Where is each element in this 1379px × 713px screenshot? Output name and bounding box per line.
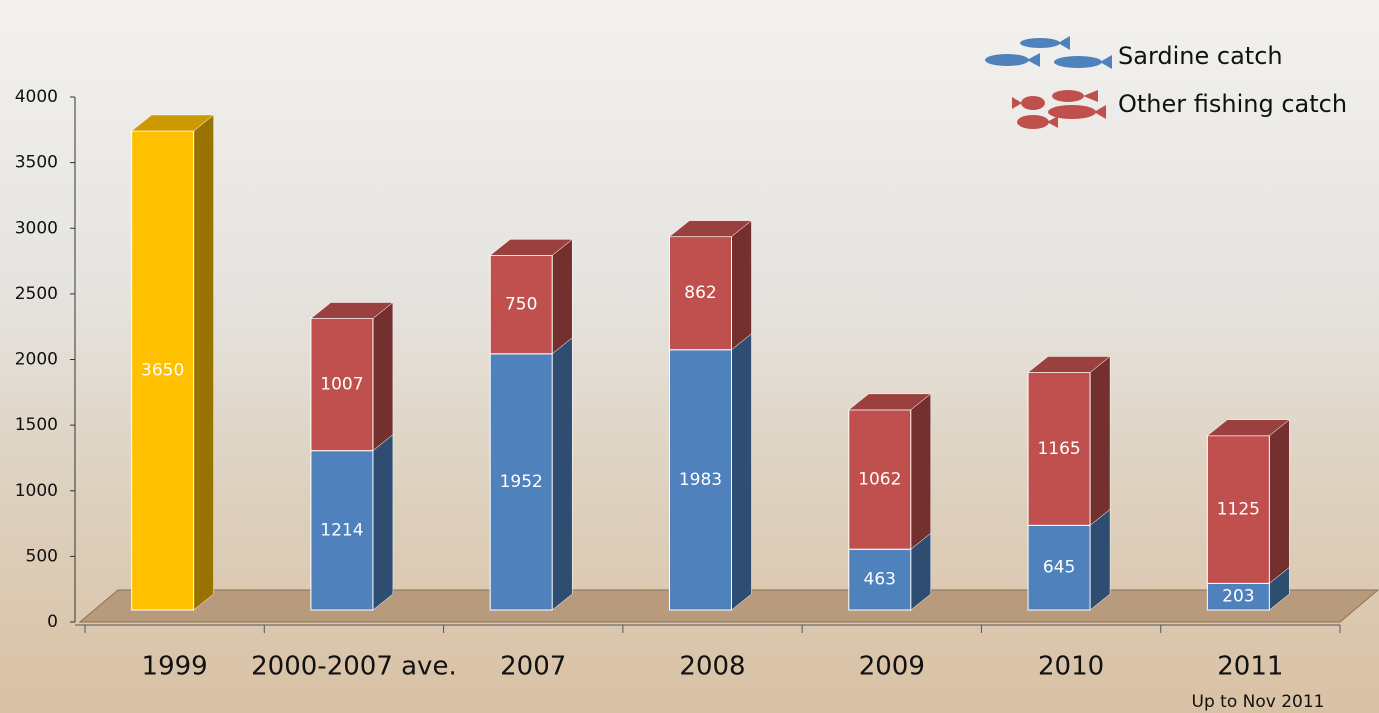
x-tick-label: 1999 [142,652,208,682]
value-label: 1125 [1217,500,1260,520]
value-label: 1007 [320,375,363,395]
bar-side [193,114,214,611]
legend-label: Other fishing catch [1118,90,1347,118]
bar-top [848,393,932,411]
y-tick-label: 3000 [15,218,58,238]
bar-side [1089,355,1111,526]
x-tick-label: 2007 [500,652,566,682]
bar [1206,435,1270,584]
y-tick-label: 500 [26,546,58,566]
annotation: Up to Nov 2011 [1192,692,1325,712]
value-label: 3650 [141,360,184,380]
bar [1206,582,1270,611]
bar-side [910,393,932,550]
bar [669,236,732,351]
bar [310,317,374,452]
bar [310,450,374,611]
bar [489,353,553,611]
bar-top [489,239,573,256]
bar [848,548,912,611]
legend-label: Sardine catch [1118,42,1283,70]
bar-top [1027,356,1111,373]
x-tick-label: 2000-2007 ave. [251,652,457,682]
bar-top [1206,419,1291,436]
bar-top [310,302,394,319]
bar [1027,524,1091,611]
value-label: 645 [1043,558,1075,578]
bar-top [668,220,753,237]
bar [489,254,553,355]
bar-side [551,337,573,611]
y-tick-label: 3500 [15,153,58,173]
bar-side [731,220,752,351]
y-tick-label: 1000 [15,481,58,501]
value-label: 203 [1222,587,1254,607]
value-label: 1214 [320,520,363,540]
x-tick-label: 2011 [1217,652,1283,682]
x-tick-label: 2008 [679,652,745,682]
value-label: 1062 [858,470,901,490]
bar-side [372,301,394,452]
bar-side [551,238,573,355]
bar-side [1089,508,1111,611]
bar-side [1269,419,1290,584]
bar [848,409,912,550]
y-tick-label: 2000 [15,350,58,370]
bar-side [731,333,752,611]
legend-icon-sardine [985,36,1112,69]
y-tick-label: 4000 [15,87,58,107]
bar [131,130,195,611]
x-tick-label: 2010 [1038,652,1104,682]
value-label: 1983 [679,470,722,490]
value-label: 463 [864,570,896,590]
legend [985,36,1112,129]
value-label: 750 [505,295,537,315]
y-tick-label: 0 [47,612,58,632]
bar-side [372,434,394,611]
y-tick-label: 1500 [15,415,58,435]
bar-top [130,114,215,132]
value-label: 1952 [500,472,543,492]
value-label: 1165 [1037,439,1080,459]
bar [1027,371,1091,526]
y-tick-label: 2500 [15,284,58,304]
value-label: 862 [684,283,716,303]
x-tick-label: 2009 [859,652,925,682]
legend-icon-other [1012,90,1106,129]
